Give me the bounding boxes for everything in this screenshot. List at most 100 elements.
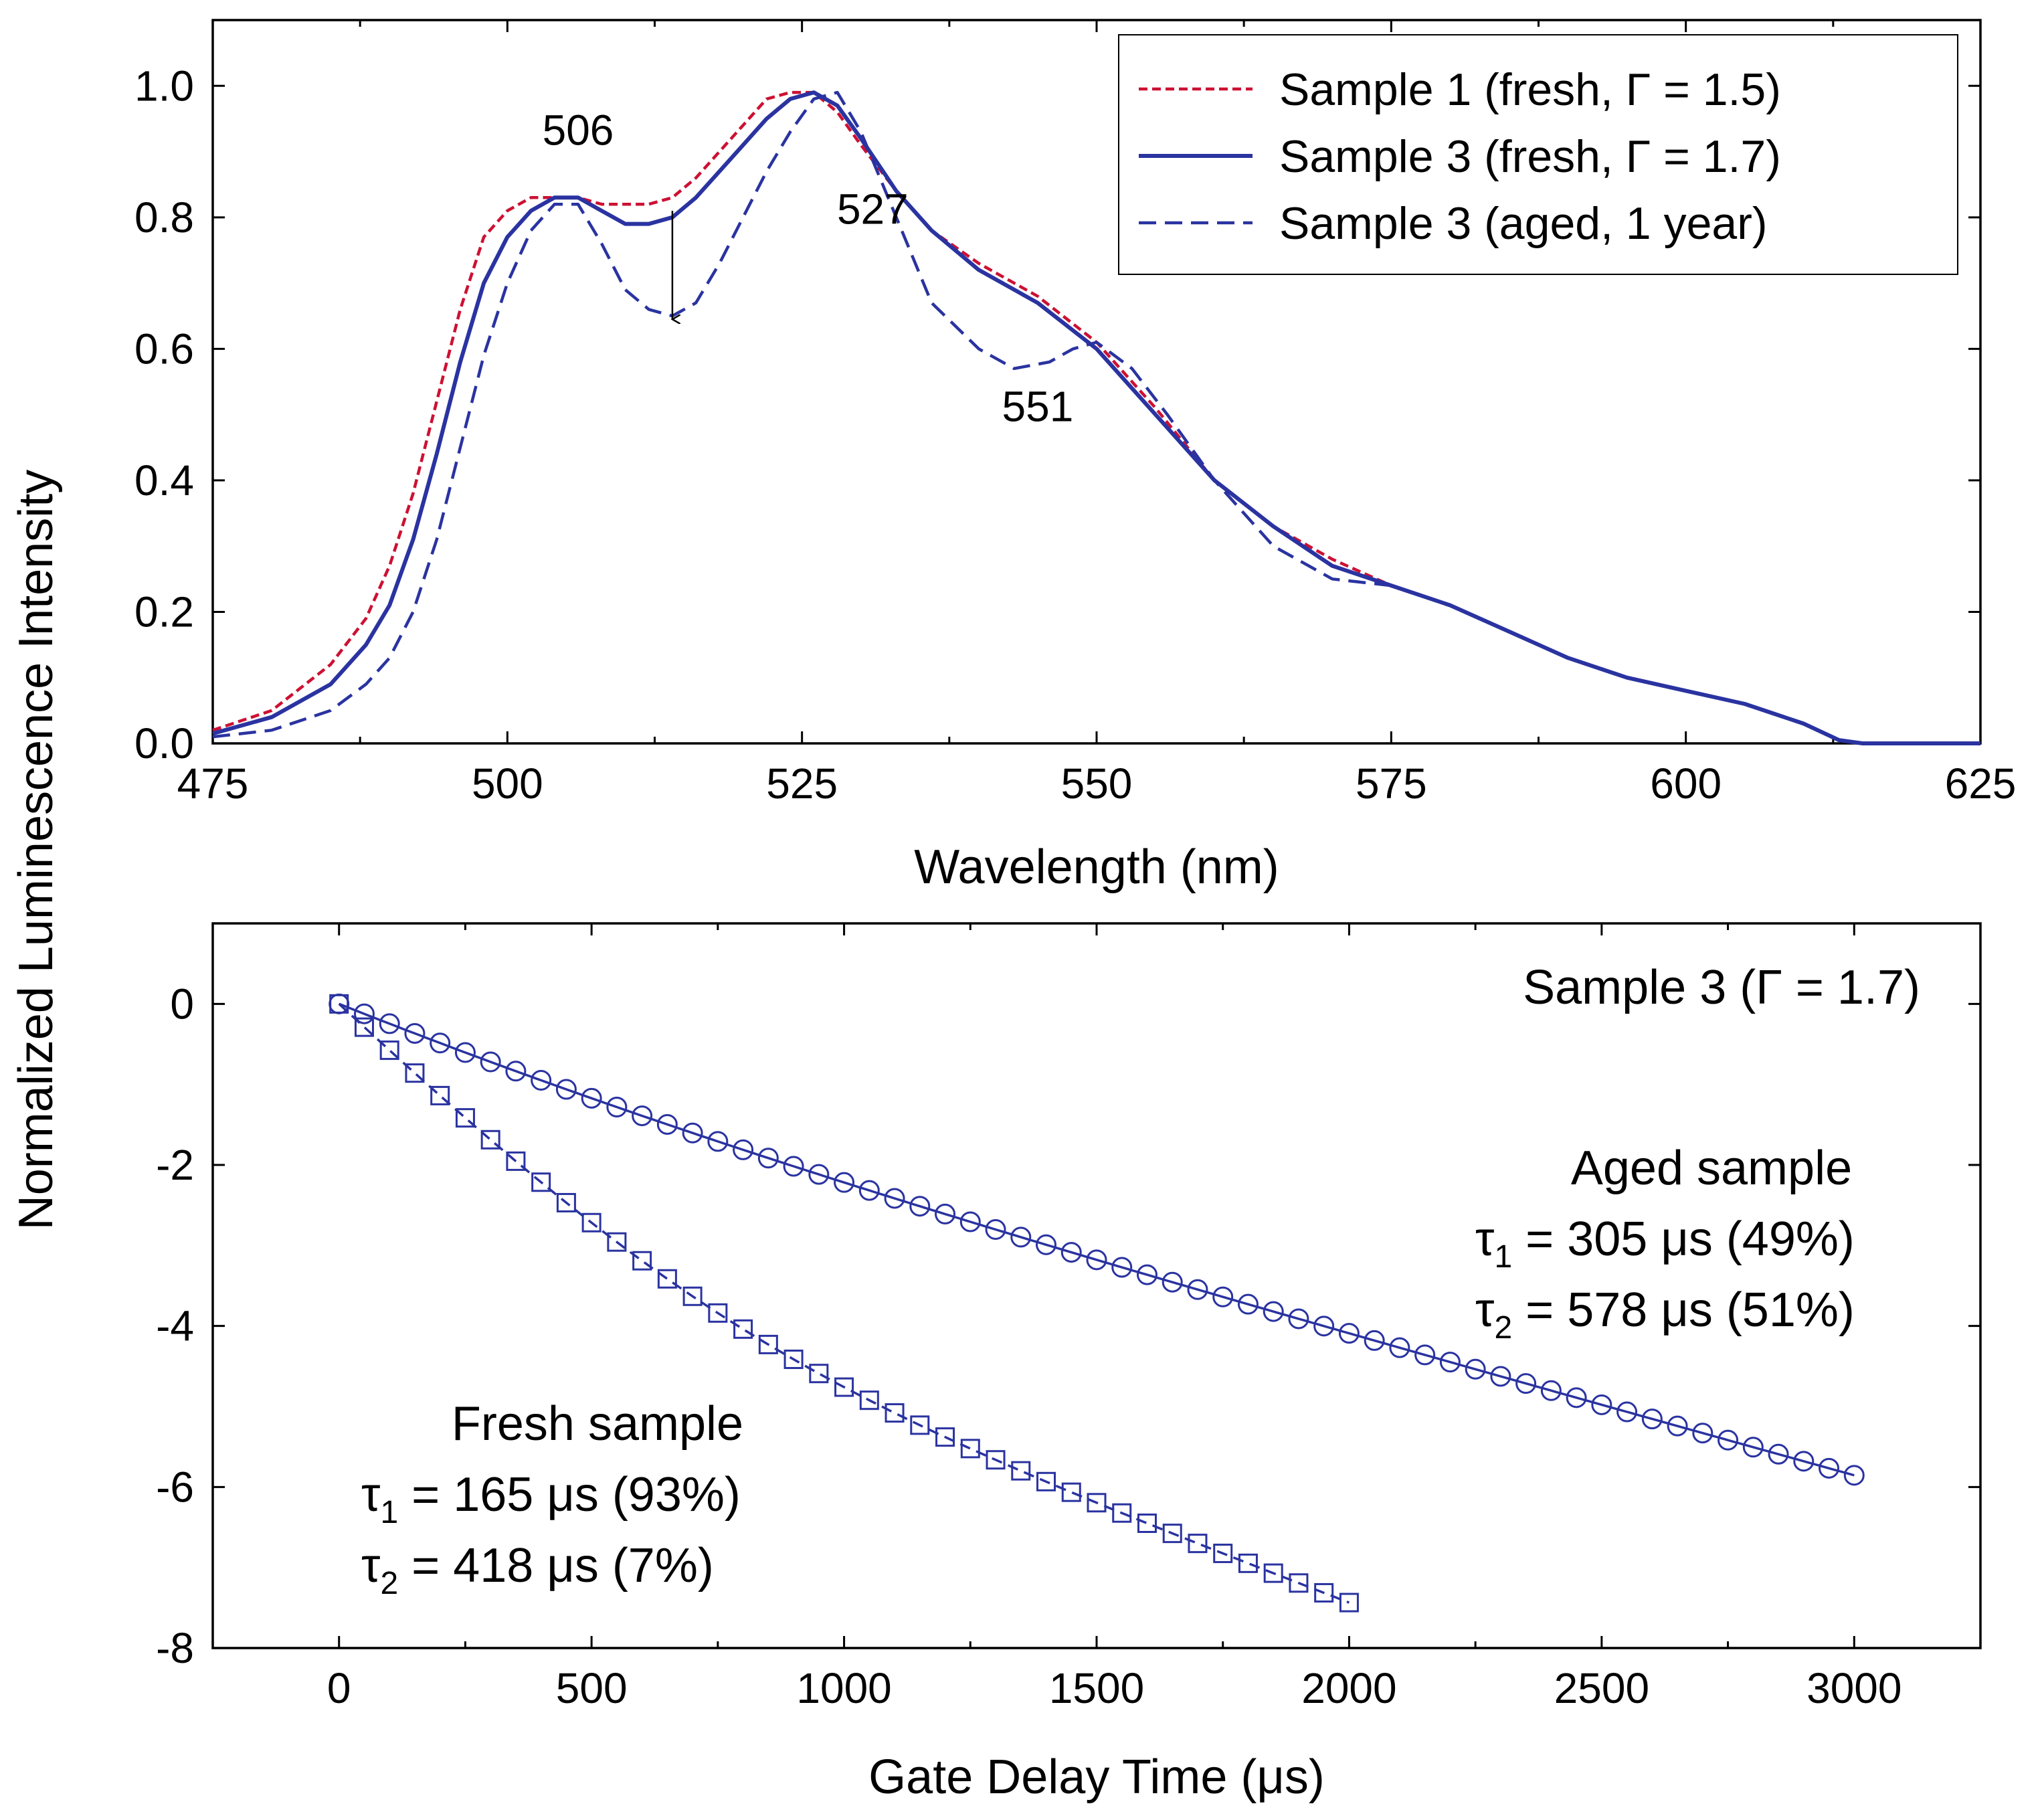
aged-data-point [733,1139,754,1160]
spectrum-y-tick-label: 0.2 [134,587,194,636]
aged-data-point [1540,1380,1562,1401]
tau-subscript: 2 [1494,1310,1512,1346]
decay-ticks [213,923,1980,1649]
fresh-data-point [986,1450,1006,1470]
aged-data-point [480,1051,501,1073]
fresh-data-point [1162,1524,1182,1544]
fresh-data-point [682,1286,703,1306]
aged-data-point [379,1013,400,1034]
fresh-data-point [859,1390,879,1410]
tau-symbol: τ [1475,1212,1494,1266]
spectrum-legend: Sample 1 (fresh, Γ = 1.5) Sample 3 (fres… [1118,34,1958,275]
fresh-tau2: τ2 = 418 μs (7%) [361,1539,714,1601]
aged-data-point [935,1203,956,1224]
aged-data-point [1718,1429,1739,1451]
aged-data-point [353,1003,375,1024]
spectrum-panel: 475 500 525 550 575 600 625 0.0 0.2 0.4 0.6 0.8 1.0… [134,19,2017,894]
aged-data-point [1263,1301,1284,1322]
aged-data-point [1313,1315,1335,1337]
aged-data-point [707,1131,729,1152]
fresh-data-point [1213,1544,1233,1564]
aged-data-point [1389,1337,1410,1358]
spectrum-line-sample1-fresh [212,90,1980,745]
spectrum-y-tick-label: 0.0 [134,719,194,767]
decay-x-tick-label: 1500 [1049,1664,1144,1712]
aged-data-point [1187,1279,1208,1300]
spectrum-x-tick-label: 625 [1945,759,2017,808]
aged-data-point [1515,1373,1537,1394]
aged-tau1: τ1 = 305 μs (49%) [1475,1212,1855,1275]
aged-data-point [884,1188,905,1209]
aged-fit-line [339,1002,1855,1477]
aged-data-point [1819,1457,1840,1479]
aged-data-point [606,1097,628,1118]
legend-box [1118,34,1958,275]
aged-data-point [505,1061,527,1082]
legend-label-sample3-aged: Sample 3 (aged, 1 year) [1279,198,1768,249]
peak-label-551: 551 [1002,382,1074,430]
fresh-data-point [834,1377,854,1397]
aged-data-point [682,1122,703,1144]
aged-data-point [1692,1423,1713,1444]
spectrum-x-tick-label: 500 [472,759,543,808]
fresh-sample-annotation: Fresh sample τ1 = 165 μs (93%) τ2 = 418 … [361,1397,743,1601]
decay-x-tick-label: 2500 [1554,1664,1649,1712]
tau-subscript: 2 [380,1566,398,1601]
fresh-data-point [1238,1553,1258,1573]
tau-symbol: τ [361,1539,380,1592]
fresh-data-point [1289,1573,1309,1593]
aged-data-point [1793,1451,1815,1472]
fresh-tau1: τ1 = 165 μs (93%) [361,1468,741,1530]
decay-panel: 0 500 1000 1500 2000 2500 3000 0 -2 -4 -6 -8 Gate … [156,922,1982,1804]
decay-y-tick-label: 0 [170,980,194,1028]
aged-data-point [1364,1330,1385,1351]
aged-sample-annotation: Aged sample τ1 = 305 μs (49%) τ2 = 578 μ… [1475,1142,1855,1346]
aged-tau2: τ2 = 578 μs (51%) [1475,1283,1855,1346]
fresh-data-point [1137,1514,1157,1534]
peak-label-527: 527 [837,185,909,234]
spectrum-ticks [211,20,1982,745]
aged-data-point [1136,1264,1157,1285]
fresh-data-point [1061,1482,1081,1502]
aged-data-point [1465,1358,1486,1380]
fresh-data-point [1188,1534,1208,1554]
fresh-data-point [354,1017,374,1037]
fresh-fit-line [338,1003,1350,1604]
aged-data-point [1566,1387,1587,1408]
fresh-data-point [556,1192,576,1212]
decay-panel-title: Sample 3 (Γ = 1.7) [1523,961,1920,1014]
aged-data-point [555,1079,577,1100]
aged-data-point [783,1156,804,1177]
aged-data-point [808,1164,830,1185]
decay-y-tick-labels: 0 -2 -4 -6 -8 [156,980,194,1672]
fresh-data-point [379,1040,399,1061]
fresh-data-point [430,1085,450,1105]
aged-data-point [581,1087,602,1109]
aged-data-point [1591,1394,1612,1415]
fresh-data-point [581,1212,601,1233]
fresh-data-point [1036,1471,1056,1491]
aged-data-point [1338,1323,1360,1344]
decay-x-tick-label: 2000 [1301,1664,1396,1712]
fresh-data-point [960,1439,980,1459]
aged-data-point [1616,1401,1638,1423]
fresh-sample-title: Fresh sample [452,1397,743,1451]
tau-subscript: 1 [1494,1239,1512,1275]
aged-data-point [858,1180,880,1201]
fresh-data-point [329,994,349,1014]
fresh-data-point [1314,1582,1334,1603]
aged-data-point [1162,1271,1183,1293]
fresh-tau1-value: = 165 μs (93%) [398,1468,741,1522]
aged-sample-title: Aged sample [1571,1142,1852,1195]
fresh-data-point [1263,1563,1283,1583]
fresh-data-point [455,1108,475,1128]
fresh-data-point [1087,1493,1107,1513]
spectrum-x-axis-label: Wavelength (nm) [914,840,1279,894]
fresh-data-point [809,1364,829,1384]
aged-data-point [1742,1437,1764,1458]
decay-x-tick-label: 0 [327,1664,351,1712]
aged-data-point [985,1218,1006,1240]
aged-data-point [1843,1465,1865,1486]
fresh-data-point [657,1269,677,1289]
